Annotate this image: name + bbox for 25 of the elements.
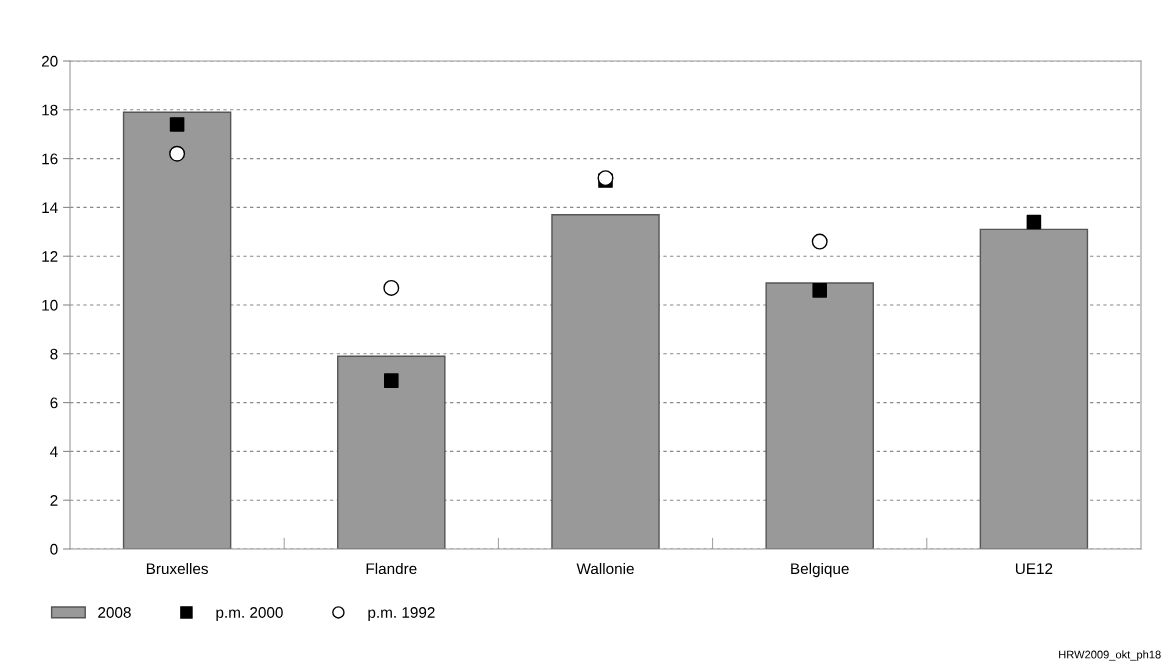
y-tick-label: 14 [42,202,58,213]
point [169,145,186,162]
x-tick-label: Wallonie [576,562,634,575]
text: HRW2009_okt_ph18 [1059,650,1161,661]
x-tick-label: Flandre [366,562,417,575]
point [384,373,399,388]
legend-label: p.m. 2000 [216,607,283,621]
y-tick-label: 10 [42,299,58,311]
y-tick-label: 0 [50,543,58,555]
y-tick-label: 2 [50,495,58,506]
y-tick-label: 12 [42,251,58,262]
y-tick-label: 20 [41,55,58,67]
point [169,117,185,132]
y-tick-label: 8 [50,348,58,360]
x-tick-label: Belgique [791,562,849,578]
y-tick-label: 4 [50,446,58,457]
y-tick-label: 6 [50,397,58,409]
point [812,283,827,298]
legend-label: p.m. 1992 [368,607,435,621]
legend-label: 2008 [98,607,131,618]
x-tick-label: Bruxelles [146,562,208,575]
x-tick-label: UE12 [1015,563,1053,575]
y-tick-label: 18 [42,104,58,116]
y-tick-label: 16 [42,153,58,165]
point [1026,214,1042,230]
